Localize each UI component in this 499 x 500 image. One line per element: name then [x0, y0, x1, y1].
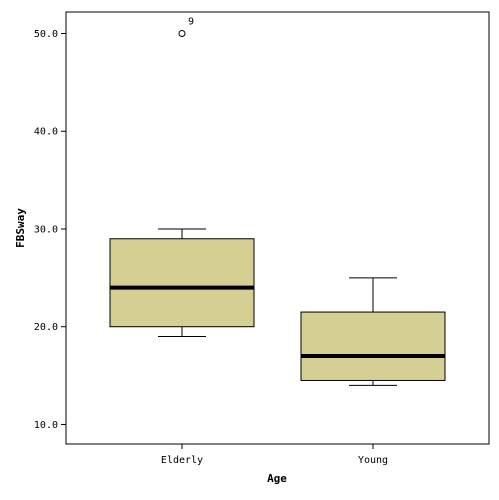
y-axis: 10.0 20.0 30.0 40.0 50.0	[34, 29, 66, 431]
iqr-box	[300, 311, 446, 381]
x-tick-label-elderly: Elderly	[161, 455, 203, 466]
y-tick-label: 10.0	[34, 420, 58, 431]
y-axis-title: FBSway	[14, 208, 27, 248]
y-tick-label: 40.0	[34, 127, 58, 138]
box-elderly: 9	[109, 17, 255, 337]
iqr-box	[109, 238, 255, 328]
x-axis-title: Age	[267, 472, 287, 485]
outlier-point	[178, 30, 186, 38]
outlier-label: 9	[188, 17, 194, 28]
boxes: 9	[109, 17, 446, 386]
x-tick-label-young: Young	[358, 455, 388, 466]
x-axis: Elderly Young	[161, 444, 388, 466]
plot-frame	[65, 11, 490, 445]
y-tick-label: 50.0	[34, 29, 58, 40]
y-tick-label: 20.0	[34, 322, 58, 333]
y-tick-label: 30.0	[34, 224, 58, 235]
box-young	[300, 277, 446, 386]
